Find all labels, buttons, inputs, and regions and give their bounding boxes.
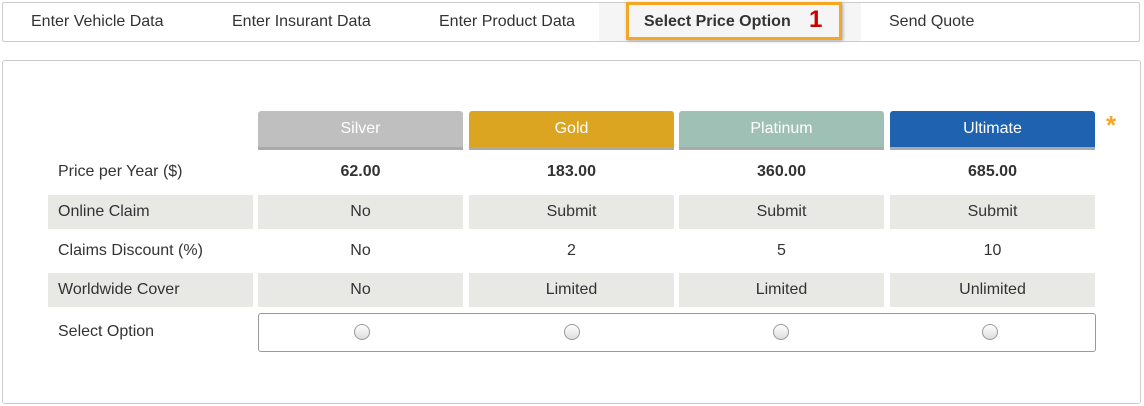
price-per-year-silver: 62.00 bbox=[340, 163, 381, 180]
radio-silver[interactable] bbox=[354, 324, 370, 340]
price-per-year-platinum: 360.00 bbox=[757, 163, 806, 180]
worldwide-cover-platinum: Limited bbox=[679, 273, 884, 307]
step-badge: 1 bbox=[809, 6, 823, 33]
wizard-nav bbox=[2, 2, 1140, 42]
select-option-group bbox=[258, 313, 1096, 352]
tab-enter-insurant-data[interactable]: Enter Insurant Data bbox=[232, 13, 371, 30]
worldwide-cover-silver: No bbox=[258, 273, 463, 307]
price-option-panel bbox=[2, 60, 1141, 404]
online-claim-gold: Submit bbox=[469, 195, 674, 229]
plan-header-gold: Gold bbox=[469, 111, 674, 150]
online-claim-platinum: Submit bbox=[679, 195, 884, 229]
claims-discount-gold: 2 bbox=[567, 242, 576, 259]
price-per-year-gold: 183.00 bbox=[547, 163, 596, 180]
radio-platinum[interactable] bbox=[773, 324, 789, 340]
plan-header-ultimate: Ultimate bbox=[890, 111, 1095, 150]
worldwide-cover-gold: Limited bbox=[469, 273, 674, 307]
radio-gold[interactable] bbox=[564, 324, 580, 340]
row-label-price-per-year: Price per Year ($) bbox=[58, 163, 183, 180]
tab-enter-product-data[interactable]: Enter Product Data bbox=[439, 13, 576, 30]
row-label-online-claim: Online Claim bbox=[48, 195, 253, 229]
required-asterisk-icon: * bbox=[1106, 110, 1117, 140]
radio-ultimate[interactable] bbox=[982, 324, 998, 340]
select-option-label: Select Option bbox=[58, 323, 155, 340]
tab-enter-vehicle-data[interactable]: Enter Vehicle Data bbox=[31, 13, 164, 30]
plan-header-silver: Silver bbox=[258, 111, 463, 150]
online-claim-silver: No bbox=[258, 195, 463, 229]
price-per-year-ultimate: 685.00 bbox=[968, 163, 1017, 180]
online-claim-ultimate: Submit bbox=[890, 195, 1095, 229]
tab-send-quote[interactable]: Send Quote bbox=[889, 13, 975, 30]
active-tab-highlight bbox=[626, 2, 842, 40]
claims-discount-platinum: 5 bbox=[777, 242, 786, 259]
claims-discount-silver: No bbox=[350, 242, 371, 259]
tab-select-price-option[interactable]: Select Price Option bbox=[599, 3, 861, 41]
row-label-claims-discount: Claims Discount (%) bbox=[58, 242, 203, 259]
row-label-worldwide-cover: Worldwide Cover bbox=[48, 273, 253, 307]
plan-header-platinum: Platinum bbox=[679, 111, 884, 150]
claims-discount-ultimate: 10 bbox=[983, 242, 1002, 259]
worldwide-cover-ultimate: Unlimited bbox=[890, 273, 1095, 307]
